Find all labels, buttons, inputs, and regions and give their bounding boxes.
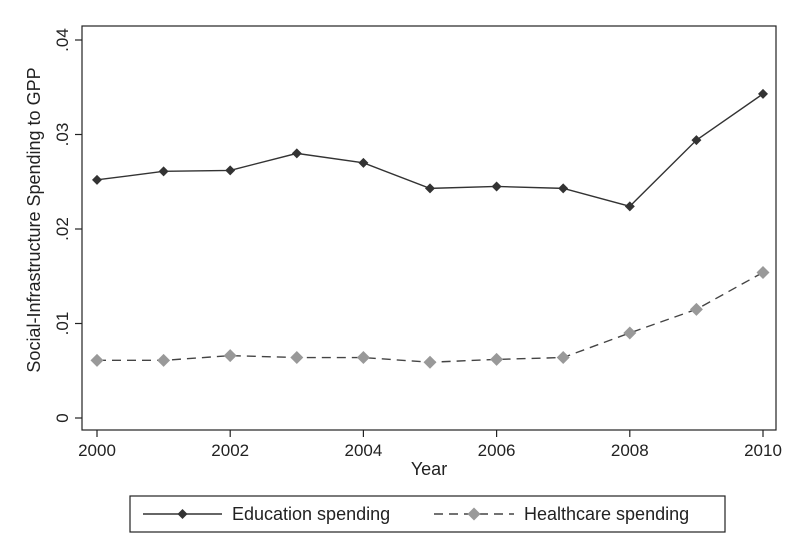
x-axis-title: Year (411, 459, 447, 479)
data-point (425, 183, 435, 194)
legend-marker (467, 507, 481, 521)
plot-area (81, 25, 777, 431)
legend-marker (177, 509, 188, 519)
data-point (90, 353, 104, 367)
data-point (290, 351, 304, 365)
data-point (358, 157, 369, 168)
series-layer (90, 88, 770, 369)
x-tick-label: 2006 (478, 441, 516, 460)
legend-label: Education spending (232, 504, 390, 524)
data-point (157, 353, 171, 367)
data-point (356, 351, 370, 365)
legend: Education spending Healthcare spending (129, 495, 726, 533)
x-axis: 2000 2002 2004 2006 2008 2010 (78, 430, 782, 460)
x-tick-label: 2000 (78, 441, 116, 460)
data-point (291, 148, 302, 159)
data-point (556, 351, 570, 365)
data-point (624, 201, 635, 212)
data-point (92, 174, 102, 185)
data-point (623, 326, 637, 340)
data-point (758, 88, 768, 99)
data-point (756, 265, 770, 279)
legend-label: Healthcare spending (524, 504, 689, 524)
x-tick-label: 2004 (344, 441, 382, 460)
data-point (225, 165, 236, 176)
x-tick-label: 2010 (744, 441, 782, 460)
data-point (558, 183, 569, 194)
plot-frame (81, 25, 777, 431)
y-axis-title: Social-Infrastructure Spending to GPP (24, 67, 44, 372)
data-point (491, 181, 502, 192)
series-0 (92, 88, 768, 212)
data-point (691, 135, 702, 146)
y-tick-label: 0 (53, 413, 72, 422)
legend-box (129, 495, 726, 533)
y-axis: 0 .01 .02 .03 .04 (53, 28, 82, 423)
data-point (689, 302, 703, 316)
data-point (223, 349, 237, 363)
data-point (490, 352, 504, 366)
y-tick-label: .04 (53, 28, 72, 52)
data-point (423, 355, 437, 369)
x-tick-label: 2008 (611, 441, 649, 460)
series-1 (90, 265, 770, 369)
x-tick-label: 2002 (211, 441, 249, 460)
y-tick-label: .02 (53, 217, 72, 241)
y-tick-label: .03 (53, 123, 72, 147)
data-point (158, 166, 169, 177)
y-tick-label: .01 (53, 312, 72, 336)
